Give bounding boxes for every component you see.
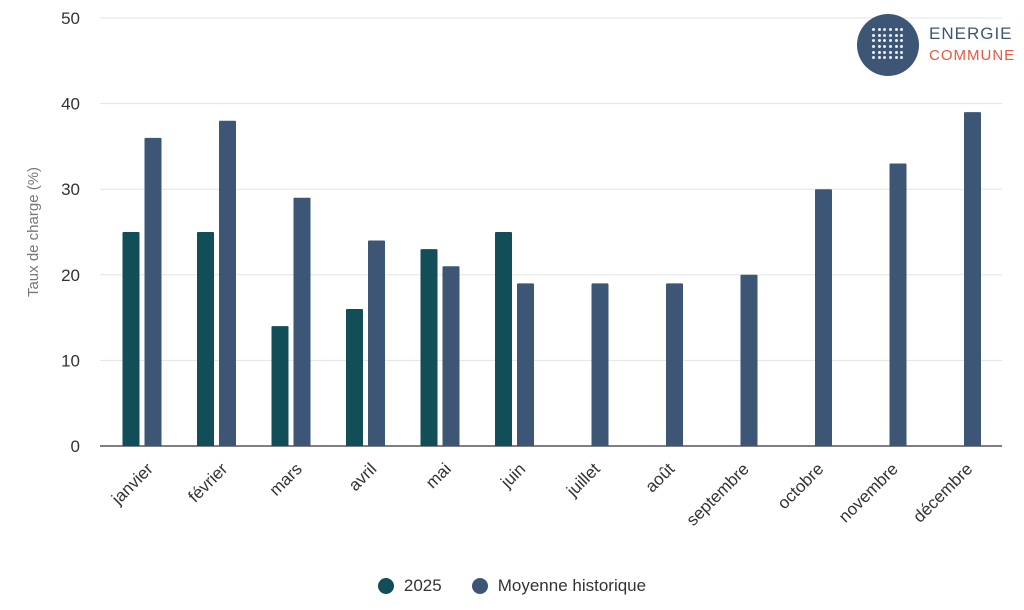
x-tick-label: septembre	[683, 459, 753, 529]
logo-circle-icon	[857, 14, 919, 76]
logo-dot	[889, 33, 892, 37]
bar-moyenne-mars	[293, 197, 311, 446]
y-tick-label: 30	[61, 180, 80, 199]
y-tick-label: 20	[61, 266, 80, 285]
x-tick-label: août	[641, 459, 678, 496]
bar-2025-avril	[346, 309, 363, 446]
logo-dot	[894, 33, 898, 37]
logo-dot	[883, 50, 887, 54]
legend-item-moyenne-historique[interactable]: Moyenne historique	[471, 576, 647, 596]
legend-item-2025[interactable]: 2025	[377, 576, 442, 596]
logo-dot	[900, 39, 904, 43]
x-tick-label: juin	[496, 459, 529, 492]
logo-dot	[877, 28, 881, 31]
logo-dot	[894, 28, 898, 31]
logo-dot	[889, 44, 892, 48]
logo-dot	[877, 44, 881, 48]
bar-moyenne-juillet	[591, 283, 609, 446]
logo-dot	[872, 39, 875, 43]
logo-dot	[889, 28, 892, 31]
x-tick-label: octobre	[774, 459, 828, 513]
logo-dot	[894, 39, 898, 43]
bar-moyenne-août	[666, 283, 683, 446]
x-axis-ticks: janvier février mars avril mai juin juillet aoû…	[107, 459, 976, 529]
logo-dot	[883, 44, 887, 48]
logo-dot	[872, 56, 875, 60]
legend-label-2025: 2025	[403, 576, 442, 595]
x-tick-label: janvier	[107, 459, 157, 509]
bar-moyenne-décembre	[964, 112, 981, 446]
bar-moyenne-janvier	[144, 137, 162, 446]
logo-dot	[889, 56, 892, 60]
x-tick-label: juillet	[562, 459, 604, 501]
logo-dot	[877, 50, 881, 54]
gridlines	[100, 17, 1002, 447]
logo-dot	[900, 56, 904, 60]
bar-moyenne-mai	[442, 266, 460, 446]
y-tick-label: 40	[61, 95, 80, 114]
logo-dot	[900, 28, 904, 31]
legend-swatch-2025	[377, 578, 394, 594]
y-tick-label: 0	[71, 437, 80, 456]
bar-2025-février	[197, 232, 214, 446]
x-tick-label: mars	[266, 459, 306, 499]
x-tick-label: décembre	[909, 459, 976, 526]
logo-dot	[883, 56, 887, 60]
logo-dot	[883, 33, 887, 37]
y-tick-label: 50	[61, 9, 80, 28]
bar-moyenne-avril	[368, 240, 385, 446]
logo-dot	[889, 50, 892, 54]
logo-dot	[877, 39, 881, 43]
legend-label-moyenne-historique: Moyenne historique	[497, 576, 647, 595]
bar-2025-janvier	[122, 232, 140, 446]
x-tick-label: février	[184, 459, 231, 506]
x-tick-label: novembre	[835, 459, 902, 526]
bar-moyenne-novembre	[889, 163, 907, 446]
logo-dot	[900, 44, 904, 48]
logo-dot	[872, 50, 875, 54]
bar-2025-juin	[495, 232, 512, 446]
logo-dot	[900, 50, 904, 54]
logo-dot	[883, 28, 887, 31]
logo-dot	[872, 33, 875, 37]
logo-dot	[894, 50, 898, 54]
bar-moyenne-juin	[517, 283, 534, 446]
logo-dot	[883, 39, 887, 43]
logo-dot	[872, 44, 875, 48]
logo-dot	[877, 33, 881, 37]
x-tick-label: avril	[345, 459, 380, 494]
energie-commune-logo: ENERGIE COMMUNE	[857, 14, 1022, 78]
logo-dot	[889, 39, 892, 43]
bar-moyenne-octobre	[815, 189, 832, 446]
logo-text-line2: COMMUNE	[929, 47, 1016, 64]
logo-dot	[894, 44, 898, 48]
bar-2025-mars	[271, 326, 289, 446]
logo-dot	[872, 28, 875, 31]
logo-text-line1: ENERGIE	[929, 24, 1013, 43]
y-tick-label: 10	[61, 351, 80, 370]
y-axis-title: Taux de charge (%)	[25, 167, 42, 297]
x-tick-label: mai	[422, 459, 455, 492]
logo-dot	[900, 33, 904, 37]
legend-swatch-moyenne-historique	[471, 578, 488, 594]
bar-moyenne-février	[219, 120, 236, 446]
logo-dot	[894, 56, 898, 60]
legend: 2025 Moyenne historique	[0, 576, 1024, 596]
bar-chart: 0 10 20 30 40 50 janvier février mars avril mai ju…	[25, 9, 1002, 530]
bar-2025-mai	[420, 249, 438, 446]
logo-dot	[877, 56, 881, 60]
bars	[122, 112, 981, 446]
y-axis-ticks: 0 10 20 30 40 50	[61, 9, 80, 456]
bar-moyenne-septembre	[740, 274, 758, 446]
